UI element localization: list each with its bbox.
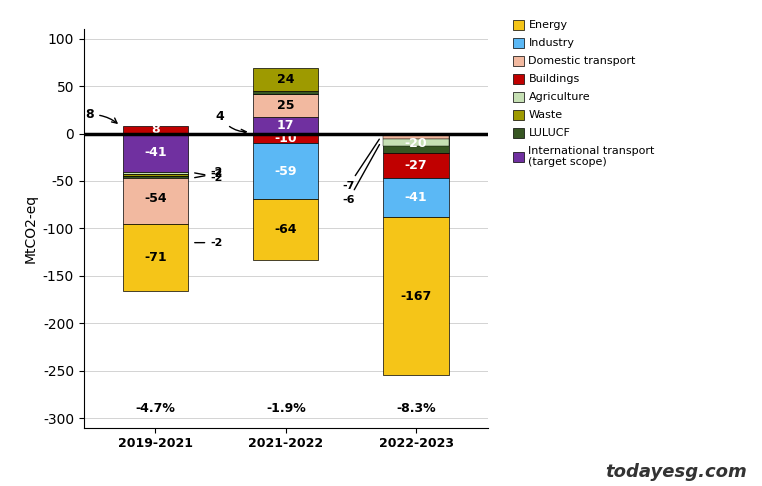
Bar bbox=[123, 173, 188, 224]
Text: -59: -59 bbox=[274, 165, 297, 177]
Bar bbox=[253, 134, 319, 143]
Text: 25: 25 bbox=[277, 99, 294, 112]
Text: -2: -2 bbox=[210, 168, 223, 177]
Text: -41: -41 bbox=[405, 191, 427, 204]
Text: todayesg.com: todayesg.com bbox=[605, 463, 747, 481]
Bar bbox=[383, 217, 449, 376]
Legend: Energy, Industry, Domestic transport, Buildings, Agriculture, Waste, LULUCF, Int: Energy, Industry, Domestic transport, Bu… bbox=[508, 15, 659, 172]
Text: -41: -41 bbox=[144, 146, 167, 159]
Bar bbox=[253, 68, 319, 91]
Bar bbox=[383, 134, 449, 153]
Bar bbox=[123, 173, 188, 174]
Bar bbox=[123, 224, 188, 291]
Bar bbox=[253, 118, 319, 134]
Bar bbox=[253, 199, 319, 260]
Text: 4: 4 bbox=[216, 110, 246, 134]
Text: -4.7%: -4.7% bbox=[136, 402, 175, 415]
Bar bbox=[253, 91, 319, 94]
Bar bbox=[123, 134, 188, 173]
Bar bbox=[253, 94, 319, 118]
Text: -27: -27 bbox=[405, 159, 427, 172]
Bar bbox=[383, 178, 449, 217]
Text: -8.3%: -8.3% bbox=[396, 402, 436, 415]
Bar bbox=[383, 139, 449, 146]
Text: -20: -20 bbox=[405, 137, 427, 150]
Text: -54: -54 bbox=[144, 191, 167, 205]
Text: -64: -64 bbox=[274, 223, 297, 236]
Bar bbox=[123, 176, 188, 178]
Text: -167: -167 bbox=[400, 290, 431, 303]
Text: 8: 8 bbox=[85, 108, 117, 123]
Bar bbox=[383, 134, 449, 139]
Bar bbox=[123, 126, 188, 134]
Y-axis label: MtCO2-eq: MtCO2-eq bbox=[24, 194, 37, 263]
Bar bbox=[123, 174, 188, 176]
Bar bbox=[253, 143, 319, 199]
Bar bbox=[383, 153, 449, 178]
Text: -6: -6 bbox=[342, 144, 379, 205]
Text: 24: 24 bbox=[277, 73, 294, 86]
Text: 8: 8 bbox=[151, 123, 160, 136]
Text: -71: -71 bbox=[144, 251, 167, 264]
Text: 17: 17 bbox=[277, 119, 294, 132]
Text: -2: -2 bbox=[210, 169, 223, 179]
Text: -10: -10 bbox=[274, 132, 297, 145]
Text: -2: -2 bbox=[210, 173, 223, 183]
Text: -2: -2 bbox=[195, 238, 223, 248]
Text: -1.9%: -1.9% bbox=[266, 402, 306, 415]
Text: -7: -7 bbox=[342, 139, 379, 191]
